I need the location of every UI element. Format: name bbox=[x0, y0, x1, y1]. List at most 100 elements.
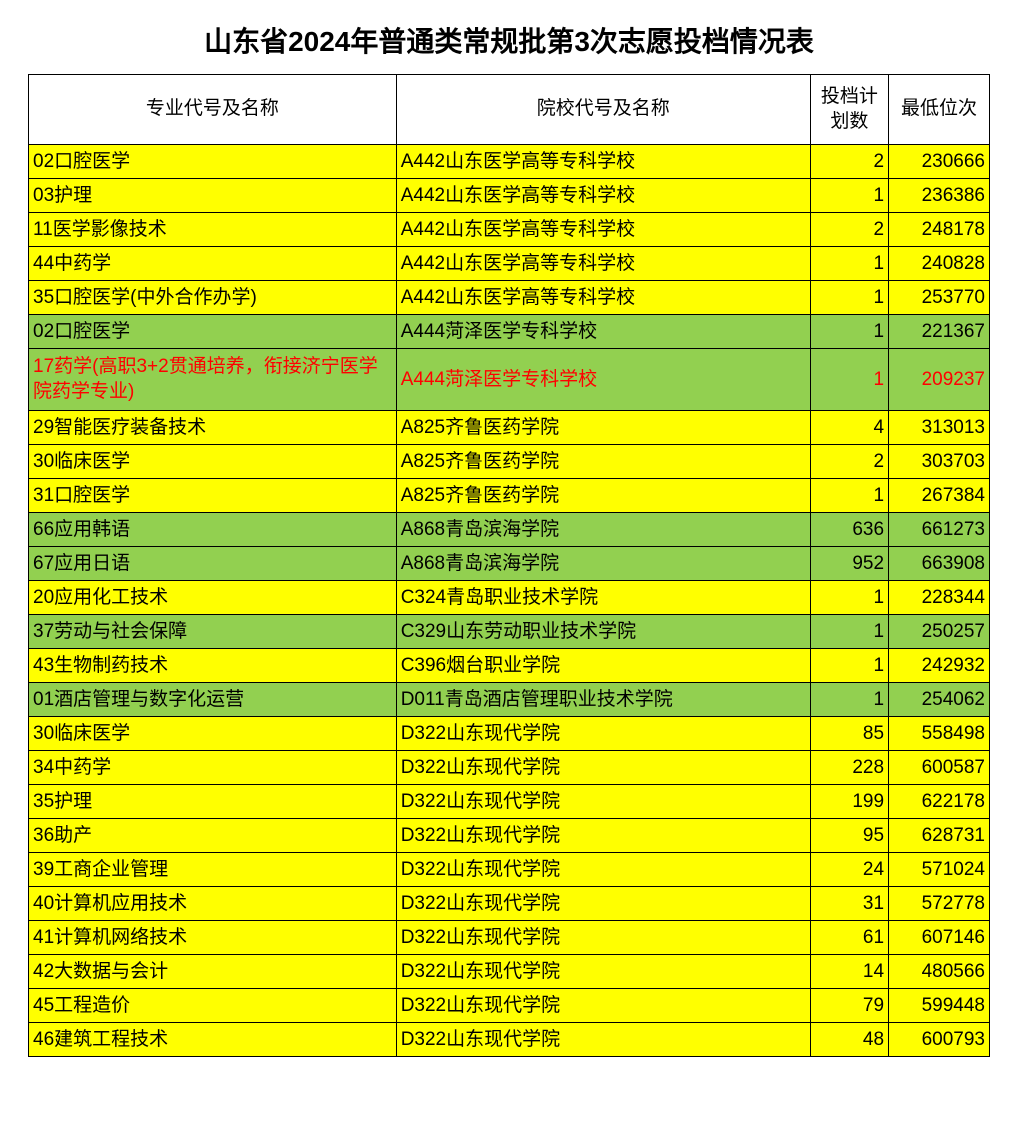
cell-school: C396烟台职业学院 bbox=[396, 649, 810, 683]
cell-major: 36助产 bbox=[29, 819, 397, 853]
cell-rank: 313013 bbox=[889, 411, 990, 445]
cell-plan: 1 bbox=[810, 281, 888, 315]
cell-plan: 636 bbox=[810, 513, 888, 547]
cell-rank: 221367 bbox=[889, 315, 990, 349]
cell-school: D322山东现代学院 bbox=[396, 717, 810, 751]
cell-rank: 600587 bbox=[889, 751, 990, 785]
cell-rank: 267384 bbox=[889, 479, 990, 513]
table-row: 41计算机网络技术D322山东现代学院61607146 bbox=[29, 921, 990, 955]
cell-plan: 952 bbox=[810, 547, 888, 581]
cell-rank: 248178 bbox=[889, 213, 990, 247]
table-header-row: 专业代号及名称 院校代号及名称 投档计划数 最低位次 bbox=[29, 75, 990, 145]
cell-major: 02口腔医学 bbox=[29, 315, 397, 349]
cell-major: 20应用化工技术 bbox=[29, 581, 397, 615]
cell-school: A442山东医学高等专科学校 bbox=[396, 179, 810, 213]
cell-rank: 628731 bbox=[889, 819, 990, 853]
cell-school: D322山东现代学院 bbox=[396, 921, 810, 955]
header-plan: 投档计划数 bbox=[810, 75, 888, 145]
cell-plan: 4 bbox=[810, 411, 888, 445]
cell-rank: 303703 bbox=[889, 445, 990, 479]
cell-major: 46建筑工程技术 bbox=[29, 1023, 397, 1057]
header-rank: 最低位次 bbox=[889, 75, 990, 145]
cell-major: 31口腔医学 bbox=[29, 479, 397, 513]
cell-school: D011青岛酒店管理职业技术学院 bbox=[396, 683, 810, 717]
table-row: 40计算机应用技术D322山东现代学院31572778 bbox=[29, 887, 990, 921]
table-row: 30临床医学A825齐鲁医药学院2303703 bbox=[29, 445, 990, 479]
table-row: 02口腔医学A444菏泽医学专科学校1221367 bbox=[29, 315, 990, 349]
cell-rank: 240828 bbox=[889, 247, 990, 281]
cell-rank: 228344 bbox=[889, 581, 990, 615]
table-body: 02口腔医学A442山东医学高等专科学校223066603护理A442山东医学高… bbox=[29, 145, 990, 1057]
table-row: 42大数据与会计D322山东现代学院14480566 bbox=[29, 955, 990, 989]
cell-major: 44中药学 bbox=[29, 247, 397, 281]
cell-major: 42大数据与会计 bbox=[29, 955, 397, 989]
table-row: 20应用化工技术C324青岛职业技术学院1228344 bbox=[29, 581, 990, 615]
table-row: 67应用日语A868青岛滨海学院952663908 bbox=[29, 547, 990, 581]
cell-major: 40计算机应用技术 bbox=[29, 887, 397, 921]
cell-major: 02口腔医学 bbox=[29, 145, 397, 179]
cell-school: C329山东劳动职业技术学院 bbox=[396, 615, 810, 649]
table-row: 35口腔医学(中外合作办学)A442山东医学高等专科学校1253770 bbox=[29, 281, 990, 315]
cell-rank: 572778 bbox=[889, 887, 990, 921]
cell-school: A825齐鲁医药学院 bbox=[396, 411, 810, 445]
cell-school: D322山东现代学院 bbox=[396, 955, 810, 989]
cell-school: A868青岛滨海学院 bbox=[396, 513, 810, 547]
cell-rank: 254062 bbox=[889, 683, 990, 717]
cell-school: D322山东现代学院 bbox=[396, 819, 810, 853]
cell-rank: 253770 bbox=[889, 281, 990, 315]
cell-plan: 228 bbox=[810, 751, 888, 785]
table-row: 44中药学A442山东医学高等专科学校1240828 bbox=[29, 247, 990, 281]
cell-plan: 31 bbox=[810, 887, 888, 921]
table-row: 34中药学D322山东现代学院228600587 bbox=[29, 751, 990, 785]
cell-plan: 79 bbox=[810, 989, 888, 1023]
cell-plan: 2 bbox=[810, 445, 888, 479]
table-row: 17药学(高职3+2贯通培养，衔接济宁医学院药学专业)A444菏泽医学专科学校1… bbox=[29, 349, 990, 411]
cell-major: 39工商企业管理 bbox=[29, 853, 397, 887]
cell-major: 66应用韩语 bbox=[29, 513, 397, 547]
page-title: 山东省2024年普通类常规批第3次志愿投档情况表 bbox=[28, 20, 990, 60]
table-row: 01酒店管理与数字化运营D011青岛酒店管理职业技术学院1254062 bbox=[29, 683, 990, 717]
admission-table: 专业代号及名称 院校代号及名称 投档计划数 最低位次 02口腔医学A442山东医… bbox=[28, 74, 990, 1057]
cell-plan: 1 bbox=[810, 649, 888, 683]
cell-plan: 1 bbox=[810, 615, 888, 649]
cell-rank: 236386 bbox=[889, 179, 990, 213]
cell-major: 67应用日语 bbox=[29, 547, 397, 581]
cell-major: 01酒店管理与数字化运营 bbox=[29, 683, 397, 717]
cell-plan: 1 bbox=[810, 179, 888, 213]
cell-rank: 607146 bbox=[889, 921, 990, 955]
table-row: 29智能医疗装备技术A825齐鲁医药学院4313013 bbox=[29, 411, 990, 445]
table-row: 35护理D322山东现代学院199622178 bbox=[29, 785, 990, 819]
cell-plan: 1 bbox=[810, 683, 888, 717]
header-school: 院校代号及名称 bbox=[396, 75, 810, 145]
cell-rank: 571024 bbox=[889, 853, 990, 887]
header-major: 专业代号及名称 bbox=[29, 75, 397, 145]
cell-plan: 61 bbox=[810, 921, 888, 955]
cell-plan: 1 bbox=[810, 315, 888, 349]
cell-school: D322山东现代学院 bbox=[396, 785, 810, 819]
cell-major: 03护理 bbox=[29, 179, 397, 213]
cell-school: A825齐鲁医药学院 bbox=[396, 445, 810, 479]
cell-major: 35护理 bbox=[29, 785, 397, 819]
cell-rank: 661273 bbox=[889, 513, 990, 547]
table-row: 39工商企业管理D322山东现代学院24571024 bbox=[29, 853, 990, 887]
cell-school: D322山东现代学院 bbox=[396, 853, 810, 887]
cell-major: 45工程造价 bbox=[29, 989, 397, 1023]
cell-school: A825齐鲁医药学院 bbox=[396, 479, 810, 513]
table-row: 37劳动与社会保障C329山东劳动职业技术学院1250257 bbox=[29, 615, 990, 649]
cell-rank: 250257 bbox=[889, 615, 990, 649]
cell-rank: 230666 bbox=[889, 145, 990, 179]
cell-rank: 480566 bbox=[889, 955, 990, 989]
cell-major: 29智能医疗装备技术 bbox=[29, 411, 397, 445]
cell-plan: 1 bbox=[810, 247, 888, 281]
table-row: 31口腔医学A825齐鲁医药学院1267384 bbox=[29, 479, 990, 513]
cell-plan: 199 bbox=[810, 785, 888, 819]
table-row: 30临床医学D322山东现代学院85558498 bbox=[29, 717, 990, 751]
cell-major: 35口腔医学(中外合作办学) bbox=[29, 281, 397, 315]
cell-school: A444菏泽医学专科学校 bbox=[396, 349, 810, 411]
cell-school: A868青岛滨海学院 bbox=[396, 547, 810, 581]
cell-school: D322山东现代学院 bbox=[396, 1023, 810, 1057]
cell-major: 17药学(高职3+2贯通培养，衔接济宁医学院药学专业) bbox=[29, 349, 397, 411]
cell-plan: 1 bbox=[810, 581, 888, 615]
cell-plan: 2 bbox=[810, 145, 888, 179]
cell-plan: 2 bbox=[810, 213, 888, 247]
